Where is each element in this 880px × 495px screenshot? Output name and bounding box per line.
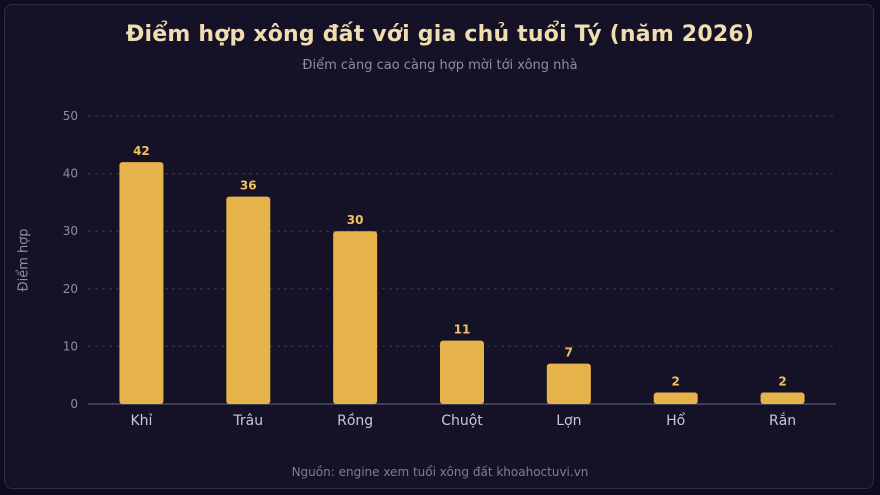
bar (546, 363, 591, 404)
y-tick-label: 20 (63, 282, 78, 296)
bar-value-label: 42 (133, 144, 150, 158)
y-tick-label: 0 (70, 397, 78, 411)
y-tick-label: 50 (63, 109, 78, 123)
x-tick-label: Trâu (232, 413, 263, 429)
bar-value-label: 2 (778, 374, 786, 388)
chart-title: Điểm hợp xông đất với gia chủ tuổi Tý (n… (125, 22, 755, 47)
bar-value-label: 2 (672, 374, 680, 388)
chart-subtitle: Điểm càng cao càng hợp mời tới xông nhà (302, 58, 578, 73)
bar-value-label: 36 (240, 179, 257, 193)
bar-value-label: 7 (565, 346, 573, 360)
x-tick-label: Chuột (441, 413, 483, 429)
bar (440, 340, 484, 404)
x-tick-label: Lợn (556, 413, 581, 429)
x-tick-label: Hổ (666, 412, 686, 429)
x-tick-label: Rồng (337, 412, 373, 429)
x-tick-label: Rắn (769, 412, 796, 429)
bar-value-label: 11 (454, 323, 471, 337)
source-note: Nguồn: engine xem tuổi xông đất khoahoct… (291, 465, 589, 479)
bar (653, 392, 698, 404)
y-tick-label: 10 (63, 339, 78, 353)
bar (333, 231, 378, 404)
y-tick-label: 40 (63, 167, 78, 181)
bar-value-label: 30 (347, 213, 364, 227)
y-tick-label: 30 (63, 224, 78, 238)
x-tick-label: Khỉ (130, 413, 152, 429)
bar (760, 392, 805, 404)
bar (119, 162, 164, 404)
bar (226, 196, 271, 404)
